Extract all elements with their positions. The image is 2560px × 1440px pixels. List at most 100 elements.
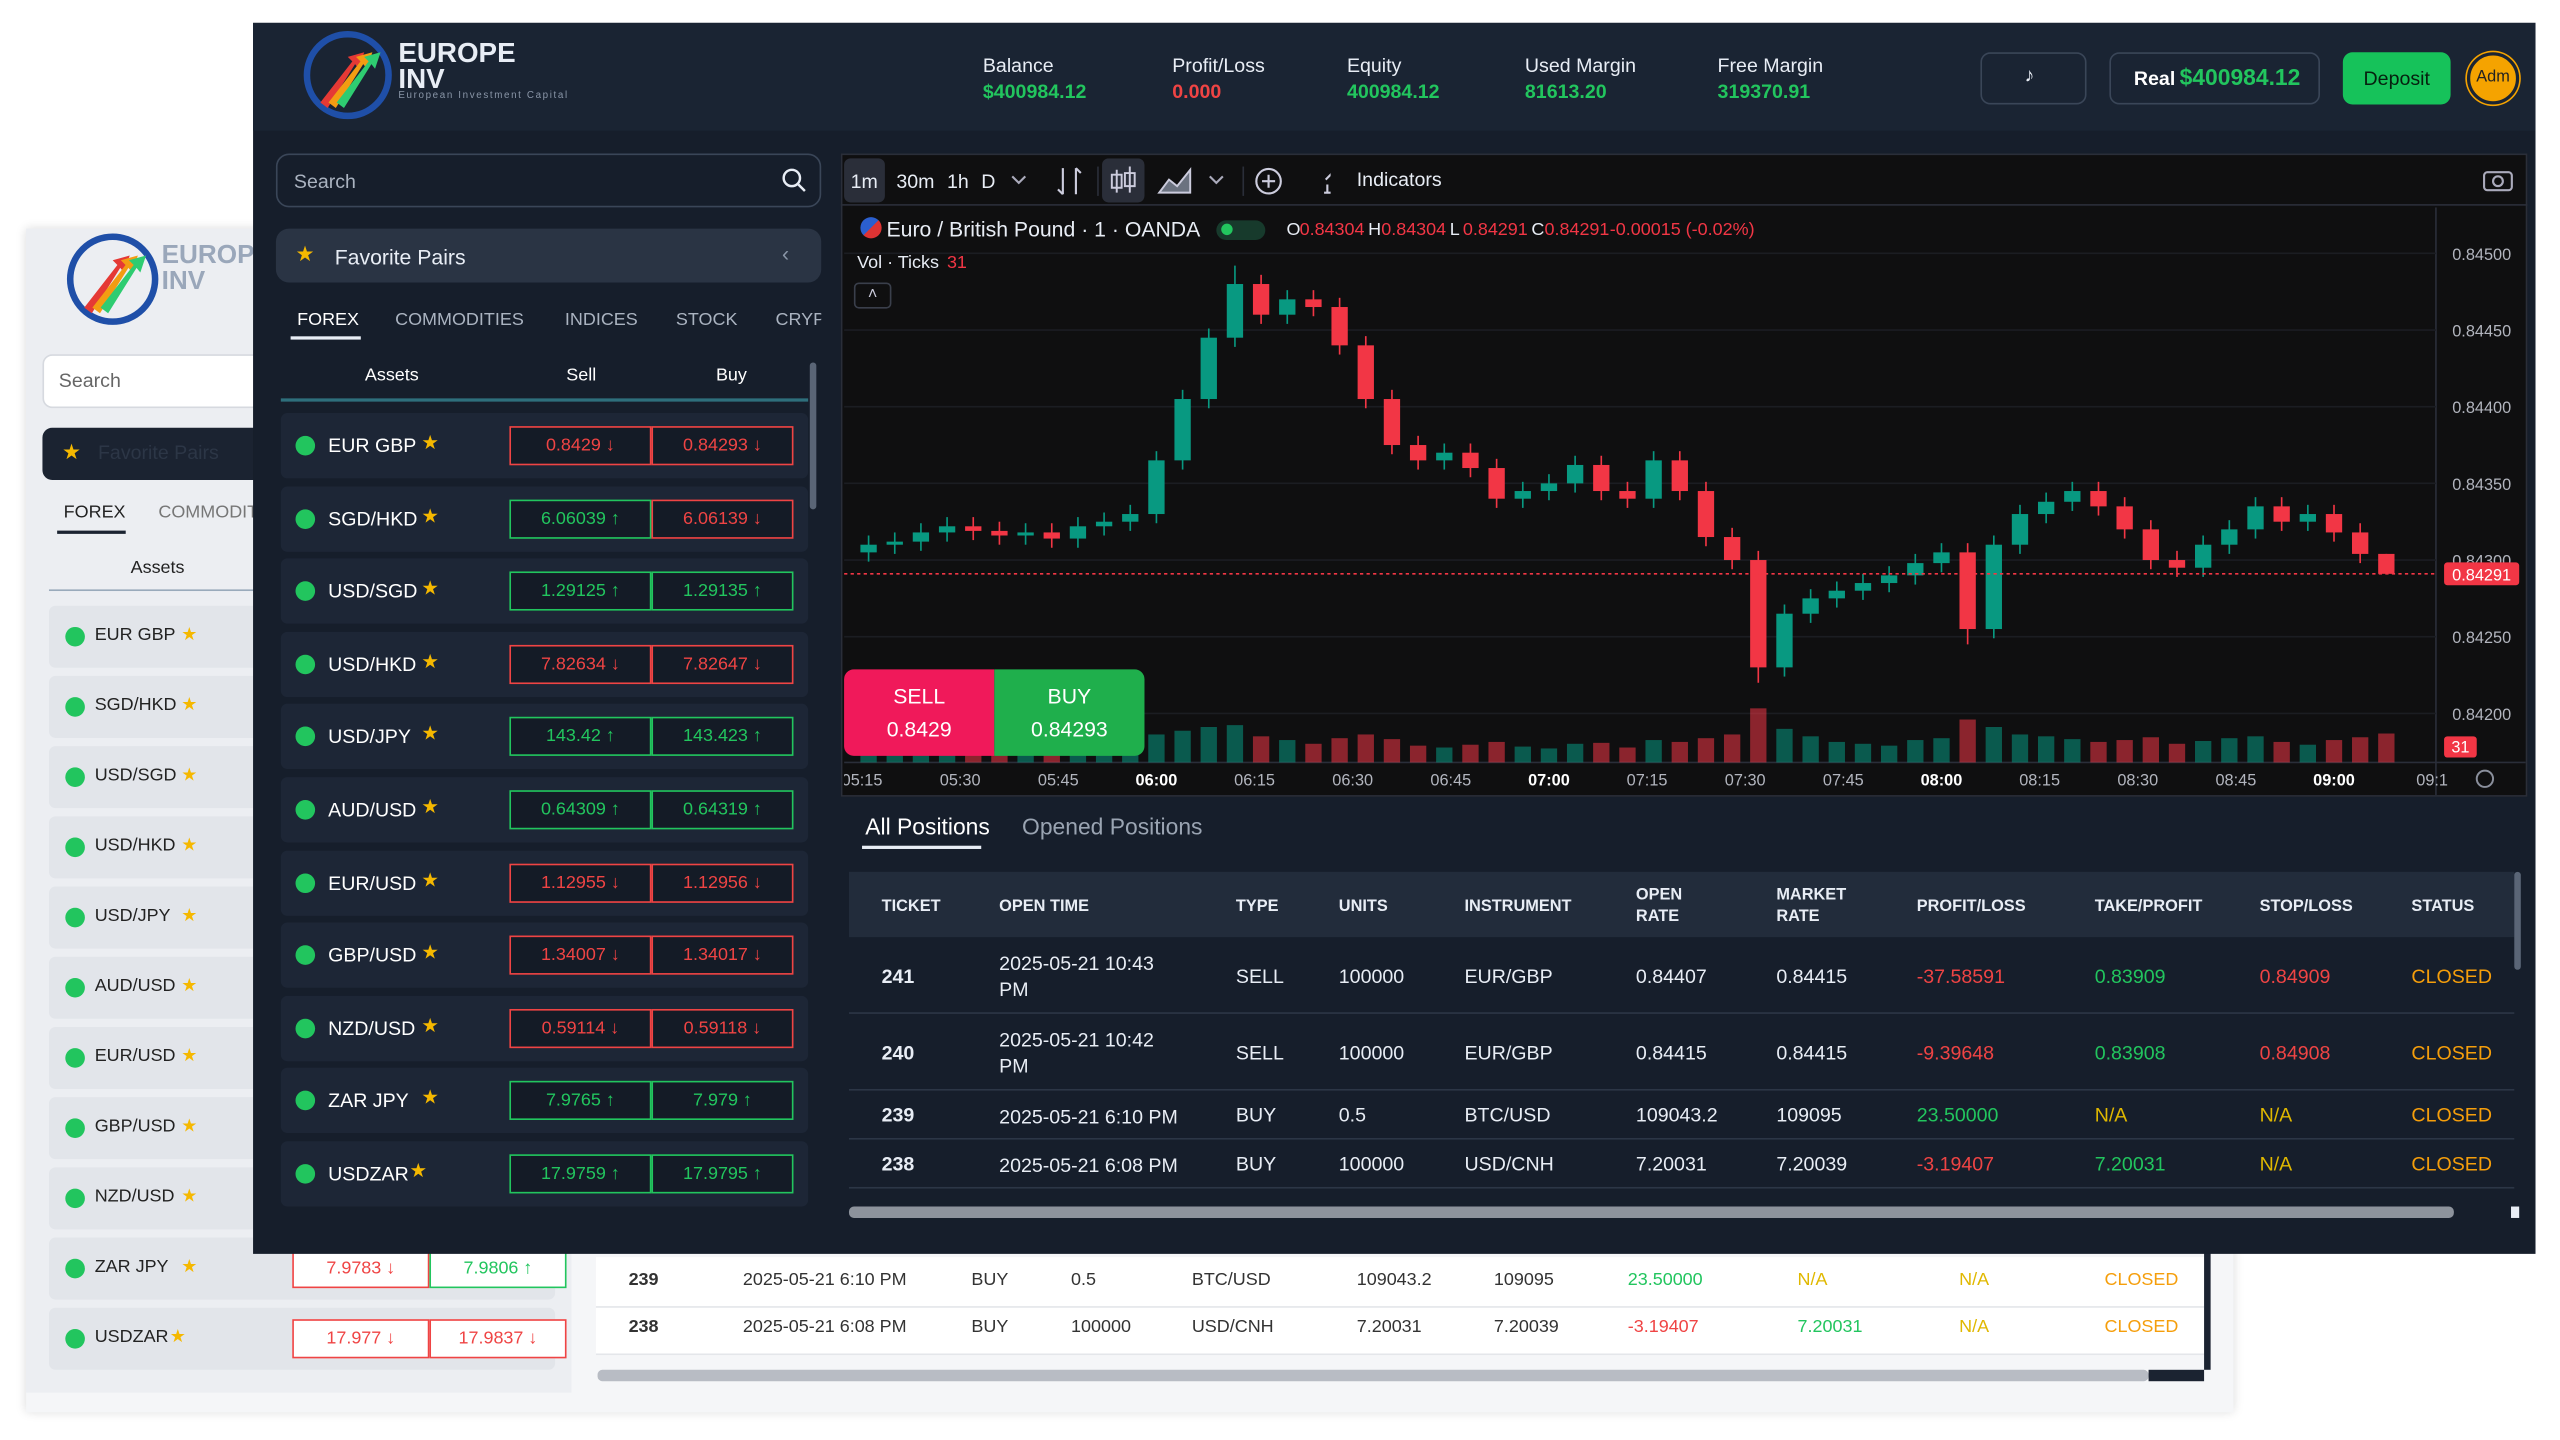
- collapse-button[interactable]: ˄: [853, 282, 892, 309]
- positions-tab[interactable]: Opened Positions: [1022, 813, 1203, 840]
- logo-ring: [303, 31, 392, 120]
- buy-quote[interactable]: 17.9837 ↓: [429, 1319, 567, 1359]
- tab[interactable]: CRYP: [775, 310, 822, 330]
- candle-body: [1148, 460, 1165, 515]
- positions-tab[interactable]: All Positions: [865, 813, 990, 840]
- indicators-button[interactable]: Indicators: [1356, 168, 1442, 192]
- asset-name: USD/HKD: [328, 652, 417, 676]
- sell-quote[interactable]: 0.59114 ↓: [509, 1008, 652, 1048]
- x-tick-label: 05:45: [1038, 771, 1079, 789]
- sell-quote[interactable]: 143.42 ↑: [509, 717, 652, 757]
- candle-body: [1462, 452, 1479, 469]
- tab[interactable]: FOREX: [63, 502, 126, 523]
- sell-quote[interactable]: 7.9765 ↑: [509, 1081, 652, 1121]
- buy-quote[interactable]: 0.64319 ↑: [651, 790, 794, 830]
- ohlc-key: L: [1449, 220, 1460, 240]
- stat-label: Equity: [1346, 53, 1402, 77]
- table-cell: BUY: [1235, 1152, 1277, 1176]
- volume-bar: [991, 751, 1008, 763]
- tab[interactable]: INDICES: [564, 310, 638, 330]
- table-row-line: [848, 1088, 2515, 1091]
- notification-button[interactable]: [1980, 52, 2087, 105]
- buy-label: BUY: [1047, 684, 1092, 709]
- interval-button[interactable]: 1m: [850, 169, 878, 193]
- buy-button[interactable]: BUY 0.84293: [994, 669, 1145, 756]
- interval-button[interactable]: D: [981, 169, 996, 193]
- candle-body: [1907, 563, 1924, 576]
- asset-row[interactable]: USDZAR ★ 17.9759 ↑ 17.9795 ↑: [280, 1141, 809, 1207]
- table-cell: EUR/GBP: [1464, 1040, 1553, 1064]
- star-icon: ★: [421, 867, 439, 891]
- candle-body: [1828, 590, 1845, 599]
- search-box[interactable]: [275, 153, 822, 208]
- table-row-line: [848, 1012, 2515, 1014]
- sell-quote[interactable]: 17.9759 ↑: [509, 1154, 652, 1194]
- favorites-bar[interactable]: [275, 228, 822, 283]
- table-cell: 0.84415: [1776, 1040, 1848, 1064]
- asset-row[interactable]: USD/JPY ★ 143.42 ↑ 143.423 ↑: [280, 704, 809, 770]
- star-icon: ★: [421, 1086, 439, 1110]
- interval-button[interactable]: 30m: [896, 169, 935, 193]
- buy-quote[interactable]: 7.979 ↑: [651, 1081, 794, 1121]
- buy-quote[interactable]: 1.12956 ↓: [651, 863, 794, 903]
- interval-button[interactable]: 1h: [946, 169, 969, 193]
- quote-value: 1.29125: [540, 581, 606, 602]
- x-tick-label: 08:30: [2117, 771, 2158, 789]
- buy-quote[interactable]: 1.34017 ↓: [651, 935, 794, 975]
- sell-quote[interactable]: 0.8429 ↓: [509, 426, 652, 466]
- sell-quote[interactable]: 0.64309 ↑: [509, 790, 652, 830]
- account-balance: $400984.12: [2179, 63, 2301, 90]
- star-icon: ★: [181, 1116, 198, 1137]
- avatar[interactable]: Adm: [2466, 52, 2520, 105]
- asset-row[interactable]: USD/SGD ★ 1.29125 ↑ 1.29135 ↑: [280, 558, 809, 624]
- tab[interactable]: FOREX: [297, 310, 360, 330]
- buy-quote[interactable]: 143.423 ↑: [651, 717, 794, 757]
- star-icon: ★: [181, 976, 198, 996]
- buy-quote[interactable]: 7.82647 ↓: [651, 644, 794, 684]
- candle-body: [1566, 464, 1584, 484]
- asset-name: USD/SGD: [94, 765, 177, 786]
- buy-quote[interactable]: 17.9795 ↑: [651, 1154, 794, 1194]
- sell-quote[interactable]: 6.06039 ↑: [509, 498, 652, 539]
- sell-quote[interactable]: 17.977 ↓: [292, 1319, 430, 1359]
- tab[interactable]: COMMODIT: [158, 502, 259, 523]
- tab[interactable]: STOCK: [675, 310, 738, 330]
- asset-name: SGD/HKD: [328, 507, 418, 530]
- sell-quote[interactable]: 7.82634 ↓: [509, 644, 652, 684]
- volume-bar: [1409, 745, 1427, 763]
- asset-row[interactable]: SGD/HKD ★ 6.06039 ↑ 6.06139 ↓: [280, 485, 809, 552]
- table-cell: 238: [628, 1317, 659, 1338]
- buy-quote[interactable]: 0.84293 ↓: [651, 426, 794, 466]
- sell-quote[interactable]: 1.29125 ↑: [509, 571, 652, 611]
- star-icon: ★: [181, 1186, 198, 1207]
- quote-value: 0.64309: [540, 799, 606, 820]
- buy-quote[interactable]: 6.06139 ↓: [651, 498, 794, 539]
- buy-quote[interactable]: 1.29135 ↑: [651, 571, 794, 611]
- table-cell: 109043.2: [1356, 1270, 1432, 1290]
- sell-quote[interactable]: 7.9783 ↓: [292, 1248, 430, 1289]
- volume-bar: [1488, 741, 1505, 763]
- account-button[interactable]: Real $400984.12: [2109, 52, 2320, 105]
- stat-label: Profit/Loss: [1172, 53, 1265, 77]
- deposit-button[interactable]: Deposit: [2342, 52, 2451, 105]
- sell-quote[interactable]: 1.12955 ↓: [509, 863, 652, 903]
- asset-row[interactable]: NZD/USD ★ 0.59114 ↓ 0.59118 ↓: [280, 995, 809, 1061]
- buy-quote[interactable]: 0.59118 ↓: [651, 1008, 794, 1048]
- tab[interactable]: COMMODITIES: [395, 310, 524, 330]
- asset-row[interactable]: USD/HKD ★ 7.82634 ↓ 7.82647 ↓: [280, 631, 809, 697]
- ohlc-value: 0.84291: [1462, 220, 1528, 240]
- asset-name: ZAR JPY: [328, 1089, 409, 1113]
- asset-row[interactable]: EUR/USD ★ 1.12955 ↓ 1.12956 ↓: [280, 849, 809, 916]
- candle-body: [1802, 598, 1819, 614]
- table-cell: N/A: [1959, 1270, 1990, 1290]
- asset-row[interactable]: AUD/USD ★ 0.64309 ↑ 0.64319 ↑: [280, 777, 809, 843]
- asset-row[interactable]: ZAR JPY ★ 7.9765 ↑ 7.979 ↑: [280, 1068, 809, 1134]
- sell-button[interactable]: SELL 0.8429: [844, 669, 995, 756]
- asset-row[interactable]: EUR GBP ★ 0.8429 ↓ 0.84293 ↓: [280, 413, 809, 479]
- buy-quote[interactable]: 7.9806 ↑: [429, 1248, 567, 1289]
- table-cell: 7.20031: [2094, 1152, 2166, 1176]
- asset-row[interactable]: GBP/USD ★ 1.34007 ↓ 1.34017 ↓: [280, 922, 809, 989]
- sell-quote[interactable]: 1.34007 ↓: [509, 935, 652, 975]
- status-dot: [295, 872, 316, 893]
- table-cell: USD/CNH: [1464, 1152, 1554, 1176]
